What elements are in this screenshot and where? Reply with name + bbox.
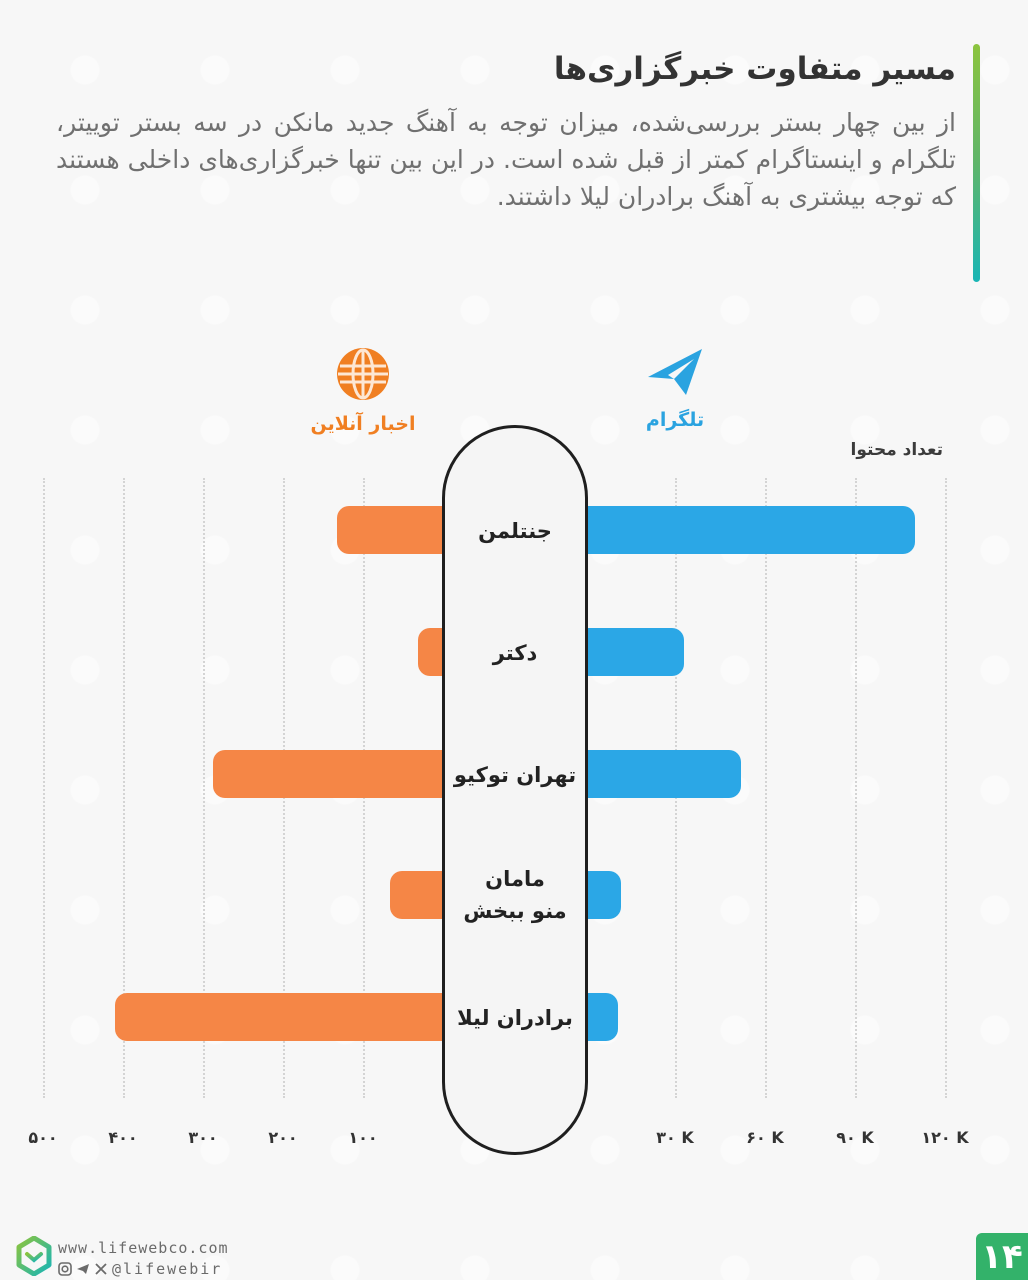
legend-telegram: تلگرام <box>630 345 720 431</box>
tick-left-300: ۳۰۰ <box>188 1128 218 1147</box>
header: مسیر متفاوت خبرگزاری‌ها از بین چهار بستر… <box>56 40 957 215</box>
category-label-tehran-tokyo: تهران توکیو <box>453 763 577 787</box>
tick-left-400: ۴۰۰ <box>108 1128 138 1147</box>
page-title: مسیر متفاوت خبرگزاری‌ها <box>553 51 957 87</box>
tick-right-120k: ۱۲۰ K <box>921 1128 969 1147</box>
legend-telegram-label: تلگرام <box>645 409 705 431</box>
tick-left-200: ۲۰۰ <box>268 1128 298 1147</box>
category-label-doctor: دکتر <box>492 641 538 665</box>
category-label-maman-line2: منو ببخش <box>463 899 567 923</box>
footer-handle[interactable]: @lifewebir <box>112 1260 223 1278</box>
footer-social: @lifewebir <box>58 1260 222 1278</box>
bar-telegram <box>579 750 741 798</box>
bar-online-news <box>213 750 449 798</box>
title-accent-bar <box>973 44 980 282</box>
category-label-maman-line1: مامان <box>485 867 545 891</box>
tick-right-60k: ۶۰ K <box>746 1128 784 1147</box>
axis-title: تعداد محتوا <box>850 440 943 460</box>
gridline <box>203 478 205 1098</box>
telegram-icon <box>648 349 702 395</box>
category-capsule <box>442 425 588 1155</box>
legend-online-news-label: اخبار آنلاین <box>310 413 416 435</box>
gridline <box>43 478 45 1098</box>
gridline <box>945 478 947 1098</box>
tick-left-500: ۵۰۰ <box>28 1128 58 1147</box>
instagram-icon[interactable] <box>58 1262 72 1276</box>
legend-online-news: اخبار آنلاین <box>308 345 418 435</box>
gridline <box>123 478 125 1098</box>
gridline <box>855 478 857 1098</box>
bar-online-news <box>115 993 449 1041</box>
bar-telegram <box>579 506 915 554</box>
category-label-gentleman: جنتلمن <box>478 519 552 543</box>
globe-icon <box>337 348 389 400</box>
bar-telegram <box>579 628 684 676</box>
bar-online-news <box>337 506 449 554</box>
lifeweb-logo-icon <box>16 1236 52 1276</box>
category-label-baradaran-leila: برادران لیلا <box>457 1006 573 1030</box>
page-subtitle: از بین چهار بستر بررسی‌شده، میزان توجه ب… <box>56 108 956 211</box>
page-number-badge: ۱۴ <box>976 1233 1028 1280</box>
tick-right-90k: ۹۰ K <box>836 1128 874 1147</box>
gridline <box>765 478 767 1098</box>
footer-website-link[interactable]: www.lifewebco.com <box>58 1239 229 1257</box>
x-icon[interactable] <box>94 1262 108 1276</box>
bar-online-news <box>390 871 449 919</box>
tick-left-100: ۱۰۰ <box>348 1128 378 1147</box>
tick-right-30k: ۳۰ K <box>656 1128 694 1147</box>
telegram-small-icon[interactable] <box>76 1262 90 1276</box>
